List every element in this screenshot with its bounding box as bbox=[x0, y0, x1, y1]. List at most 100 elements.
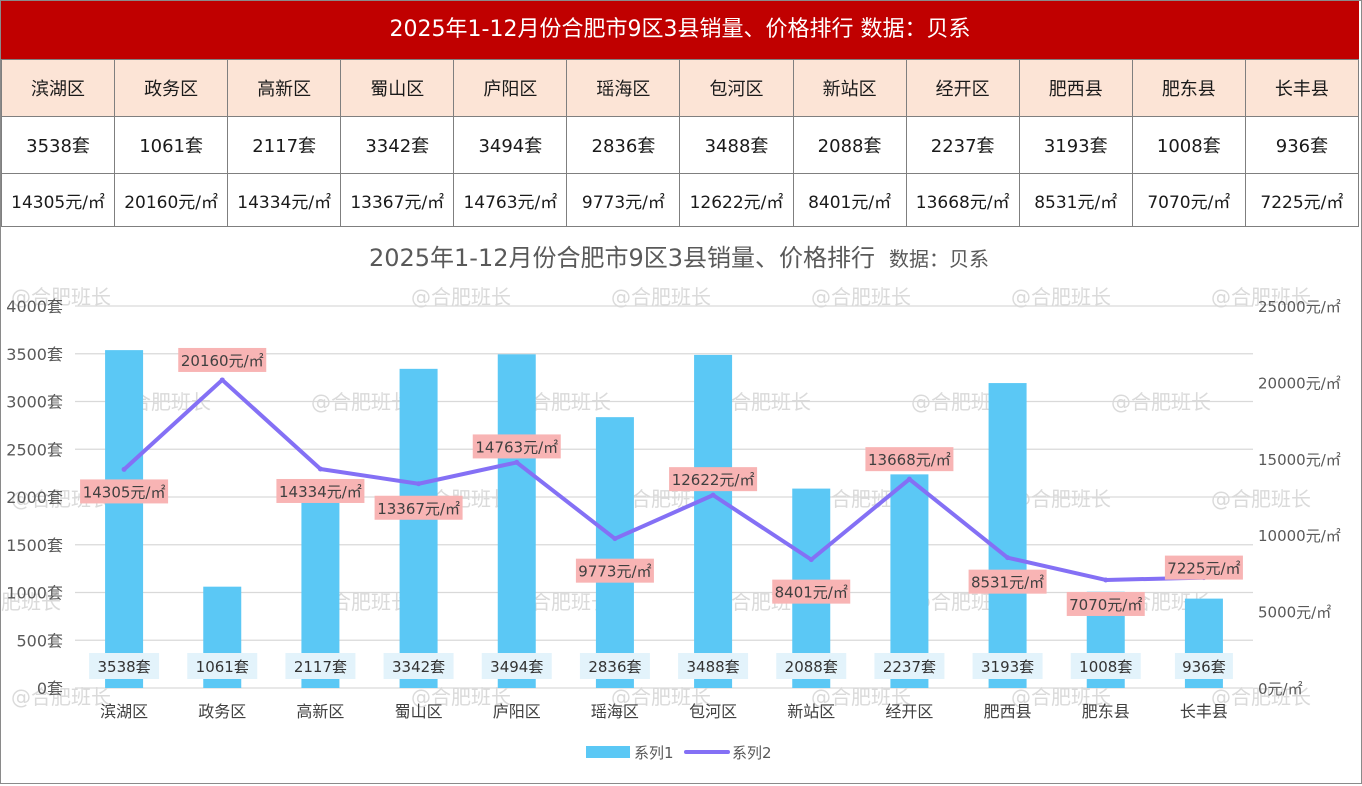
watermark-text: @合肥班长 bbox=[811, 685, 911, 709]
y-right-tick: 25000元/㎡ bbox=[1258, 298, 1341, 316]
price-label: 7070元/㎡ bbox=[1069, 596, 1142, 614]
district-cell: 新站区 bbox=[792, 59, 907, 117]
watermark-text: @合肥班长 bbox=[811, 285, 911, 309]
watermark-text: @合肥班长 bbox=[1, 590, 61, 614]
price-label: 8531元/㎡ bbox=[971, 574, 1044, 592]
price-label-bg bbox=[80, 479, 169, 504]
price-label-bg bbox=[178, 347, 267, 372]
price-label: 14305元/㎡ bbox=[83, 483, 166, 501]
sales-label-bg bbox=[481, 653, 552, 679]
line-series bbox=[121, 377, 1207, 583]
price-label-bg bbox=[472, 434, 561, 459]
page-title: 2025年1-12月份合肥市9区3县销量、价格排行 数据：贝系 bbox=[1, 1, 1359, 59]
legend: 系列1 系列2 bbox=[586, 744, 772, 762]
sales-label: 2117套 bbox=[294, 658, 347, 676]
y-left-tick: 1500套 bbox=[6, 536, 63, 555]
price-label-bg bbox=[968, 569, 1047, 594]
legend-swatch-bar bbox=[586, 746, 630, 758]
line-point bbox=[1005, 555, 1011, 561]
combo-chart: @合肥班长 @合肥班长 @合肥班长 @合肥班长 @合肥班长 @合肥班长 @合肥班长 @合肥班长… bbox=[0, 244, 1341, 762]
line-point bbox=[710, 492, 716, 498]
y-left-tick: 3500套 bbox=[6, 345, 63, 364]
district-cell: 长丰县 bbox=[1244, 59, 1360, 117]
sales-label-bg bbox=[1070, 653, 1141, 679]
y-left-tick: 500套 bbox=[16, 631, 63, 650]
price-label-bg bbox=[1164, 555, 1243, 580]
x-category-label: 蜀山区 bbox=[395, 702, 443, 721]
sales-cell: 2836套 bbox=[566, 116, 681, 174]
price-label: 8401元/㎡ bbox=[775, 584, 848, 602]
price-label: 13668元/㎡ bbox=[868, 451, 951, 469]
price-label-bg bbox=[865, 447, 954, 472]
line-point bbox=[317, 466, 323, 472]
y-left-tick: 3000套 bbox=[6, 393, 63, 412]
sales-label: 2088套 bbox=[785, 658, 838, 676]
sales-cell: 3494套 bbox=[453, 116, 568, 174]
watermark-text: @合肥班长 bbox=[1211, 285, 1311, 309]
price-cell: 14334元/㎡ bbox=[227, 173, 342, 227]
price-cell: 20160元/㎡ bbox=[114, 173, 229, 227]
sales-label: 3538套 bbox=[97, 658, 150, 676]
bar bbox=[399, 368, 438, 688]
x-category-label: 包河区 bbox=[689, 702, 737, 721]
price-label-bg bbox=[1066, 591, 1145, 616]
y-right-tick: 15000元/㎡ bbox=[1258, 451, 1341, 469]
sales-cell: 3193套 bbox=[1018, 116, 1133, 174]
watermark-text: @合肥班长 bbox=[1211, 487, 1311, 511]
y-left-tick: 2500套 bbox=[6, 440, 63, 459]
y-right-tick: 10000元/㎡ bbox=[1258, 527, 1341, 545]
watermark-text: @合肥班长 bbox=[611, 685, 711, 709]
y-left-tick: 4000套 bbox=[6, 297, 63, 316]
sales-cell: 3342套 bbox=[340, 116, 455, 174]
legend-label-bar: 系列1 bbox=[634, 744, 674, 762]
price-cell: 7225元/㎡ bbox=[1244, 173, 1360, 227]
line-point bbox=[219, 377, 225, 383]
watermark-text: @合肥班长 bbox=[1211, 685, 1311, 709]
district-cell: 滨湖区 bbox=[0, 59, 116, 117]
right-axis: 0元/㎡ 5000元/㎡ 10000元/㎡ 15000元/㎡ 20000元/㎡ 25000… bbox=[1258, 298, 1341, 698]
sales-cell: 3488套 bbox=[679, 116, 794, 174]
sales-label-bg bbox=[89, 653, 160, 679]
price-label-bg bbox=[669, 467, 758, 492]
sales-cell: 936套 bbox=[1244, 116, 1360, 174]
price-label: 12622元/㎡ bbox=[672, 471, 755, 489]
line-point bbox=[121, 466, 127, 472]
chart-subtitle: 数据：贝系 bbox=[889, 247, 989, 271]
price-cell: 9773元/㎡ bbox=[566, 173, 681, 227]
sales-label: 2836套 bbox=[588, 658, 641, 676]
left-axis: 0套 500套 1000套 1500套 2000套 2500套 3000套 3500套 4000… bbox=[6, 297, 63, 698]
sales-label-bg bbox=[776, 653, 847, 679]
bar bbox=[694, 354, 733, 688]
bar bbox=[105, 350, 144, 688]
price-label: 13367元/㎡ bbox=[377, 500, 460, 518]
price-label: 20160元/㎡ bbox=[181, 352, 264, 370]
sales-cell: 2237套 bbox=[905, 116, 1020, 174]
price-label-bg bbox=[276, 478, 365, 503]
sales-label: 1008套 bbox=[1079, 658, 1132, 676]
gridlines bbox=[75, 305, 1253, 689]
line-point bbox=[416, 481, 422, 487]
y-right-tick: 5000元/㎡ bbox=[1258, 604, 1331, 622]
line-point bbox=[1103, 577, 1109, 583]
sales-label-bg bbox=[187, 653, 258, 679]
price-cell: 14305元/㎡ bbox=[0, 173, 116, 227]
watermark-text: @合肥班长 bbox=[611, 285, 711, 309]
x-category-label: 滨湖区 bbox=[100, 702, 148, 721]
chart-title: 2025年1-12月份合肥市9区3县销量、价格排行 数据：贝系 bbox=[369, 244, 989, 272]
district-cell: 庐阳区 bbox=[453, 59, 568, 117]
price-cell: 7070元/㎡ bbox=[1131, 173, 1246, 227]
price-label: 14334元/㎡ bbox=[279, 483, 362, 501]
bar bbox=[890, 474, 929, 688]
bar bbox=[595, 417, 634, 688]
price-label: 9773元/㎡ bbox=[578, 563, 651, 581]
x-category-label: 长丰县 bbox=[1180, 702, 1228, 721]
price-label-bg bbox=[575, 558, 654, 583]
line-point bbox=[612, 536, 618, 542]
sales-label: 936套 bbox=[1182, 658, 1226, 676]
x-category-label: 瑶海区 bbox=[591, 702, 639, 721]
y-right-tick: 0元/㎡ bbox=[1258, 680, 1303, 698]
x-category-label: 庐阳区 bbox=[493, 702, 541, 721]
chart-title-main: 2025年1-12月份合肥市9区3县销量、价格排行 bbox=[369, 244, 875, 272]
sales-label-bg bbox=[678, 653, 749, 679]
line-point bbox=[514, 459, 520, 465]
